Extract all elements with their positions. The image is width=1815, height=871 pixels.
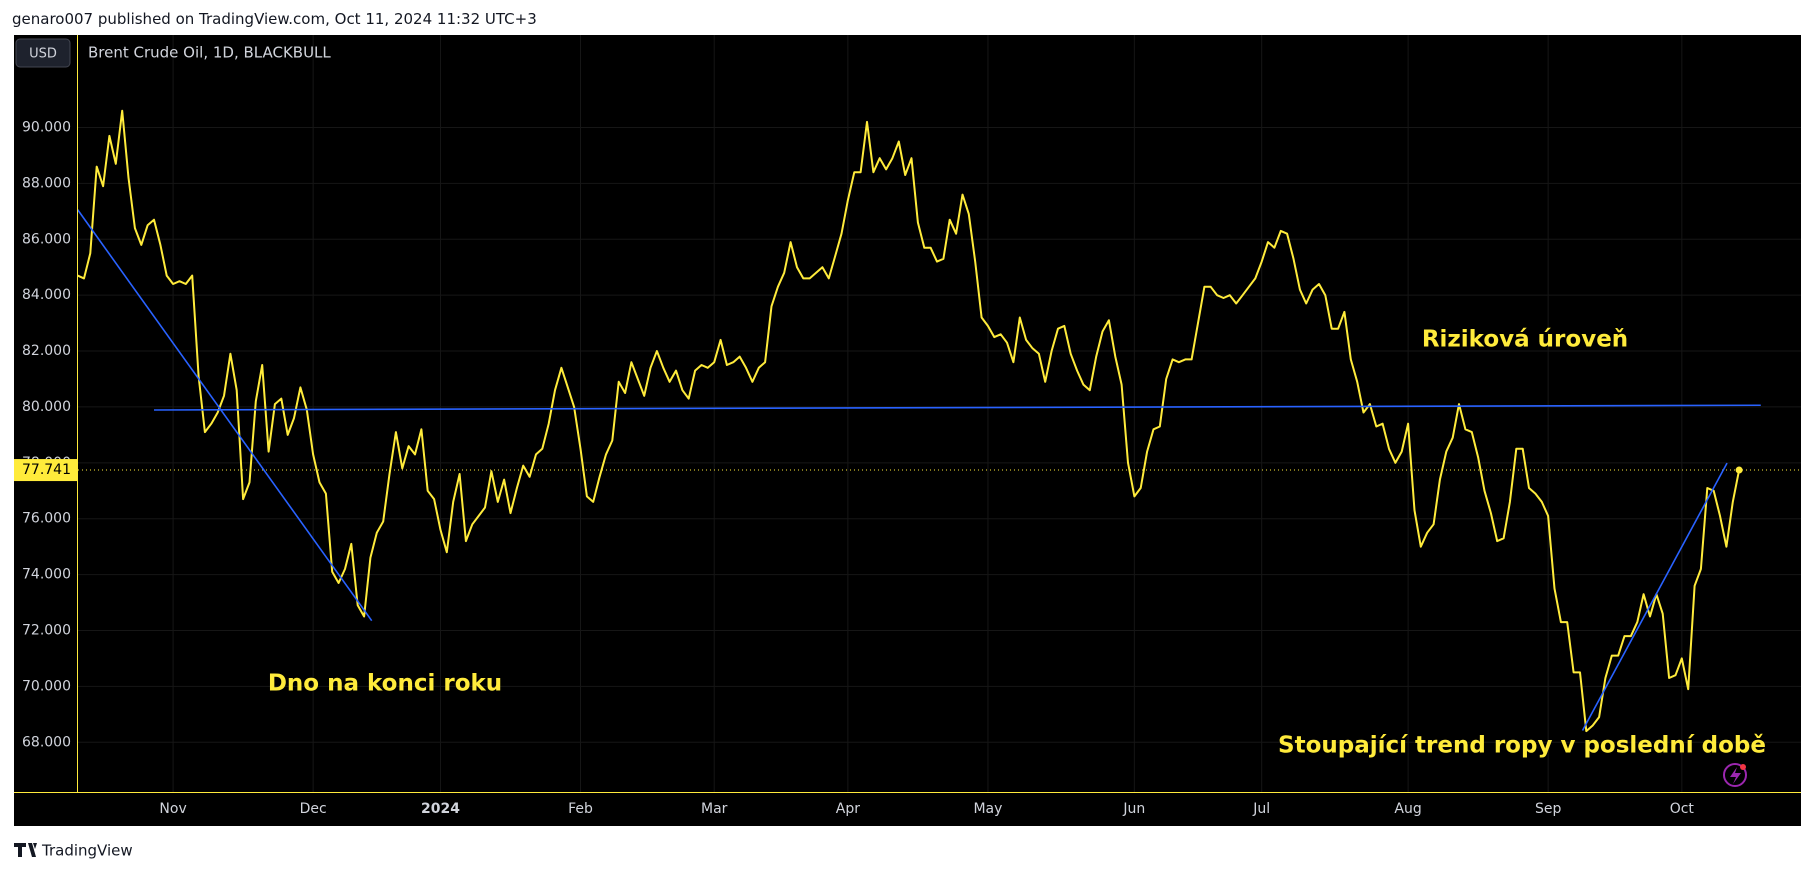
y-tick-label: 80.000 — [22, 399, 71, 415]
x-tick-label: Nov — [159, 801, 186, 817]
y-tick-label: 88.000 — [22, 175, 71, 191]
y-tick-label: 86.000 — [22, 231, 71, 247]
trend-line — [76, 209, 373, 622]
currency-button[interactable] — [15, 38, 71, 68]
currency: USD — [29, 47, 57, 62]
y-tick-label: 84.000 — [22, 287, 71, 303]
price-axis-bg — [14, 35, 77, 793]
y-tick-label: 70.000 — [22, 678, 71, 694]
annotation: Riziková úroveň — [1422, 327, 1628, 353]
trend-line — [1581, 462, 1728, 731]
chart-background — [14, 35, 1801, 826]
annotation: Dno na konci roku — [268, 671, 502, 697]
last-price-label: 77.741 — [22, 462, 71, 478]
x-tick-label: Mar — [701, 801, 728, 817]
last-price-tag — [14, 459, 77, 482]
header-text: genaro007 published on TradingView.com, … — [12, 10, 537, 28]
x-tick-label: 2024 — [421, 801, 460, 817]
y-tick-label: 76.000 — [22, 511, 71, 527]
price-line — [77, 109, 1741, 733]
last-price-dot — [1735, 466, 1743, 474]
annotation: Stoupající trend ropy v poslední době — [1278, 733, 1766, 759]
x-tick-label: Oct — [1670, 801, 1695, 817]
legend-series: Brent Crude Oil, 1D, BLACKBULL — [88, 44, 331, 62]
plot — [76, 109, 1801, 733]
alert-icon-bolt — [1730, 767, 1741, 784]
x-tick-label: Dec — [300, 801, 327, 817]
alert-icon[interactable] — [1723, 763, 1747, 787]
y-tick-label: 74.000 — [22, 567, 71, 583]
axes: 68.00070.00072.00074.00076.00078.00080.0… — [14, 119, 1694, 817]
x-tick-label: May — [973, 801, 1002, 817]
x-tick-label: Aug — [1394, 801, 1421, 817]
x-tick-label: Jun — [1122, 801, 1145, 817]
x-tick-label: Feb — [568, 801, 593, 817]
y-tick-label: 90.000 — [22, 119, 71, 135]
time-axis-bg — [14, 793, 1801, 826]
trend-line — [153, 404, 1761, 411]
alert-dot — [1740, 764, 1746, 770]
x-tick-label: Apr — [836, 801, 860, 817]
y-tick-label: 82.000 — [22, 343, 71, 359]
x-tick-label: Jul — [1252, 801, 1270, 817]
y-tick-label: 68.000 — [22, 734, 71, 750]
footer-logo — [14, 843, 37, 857]
footer-brand: TradingView — [41, 842, 133, 860]
x-tick-label: Sep — [1535, 801, 1562, 817]
grid — [78, 35, 1801, 792]
y-tick-label: 72.000 — [22, 622, 71, 638]
